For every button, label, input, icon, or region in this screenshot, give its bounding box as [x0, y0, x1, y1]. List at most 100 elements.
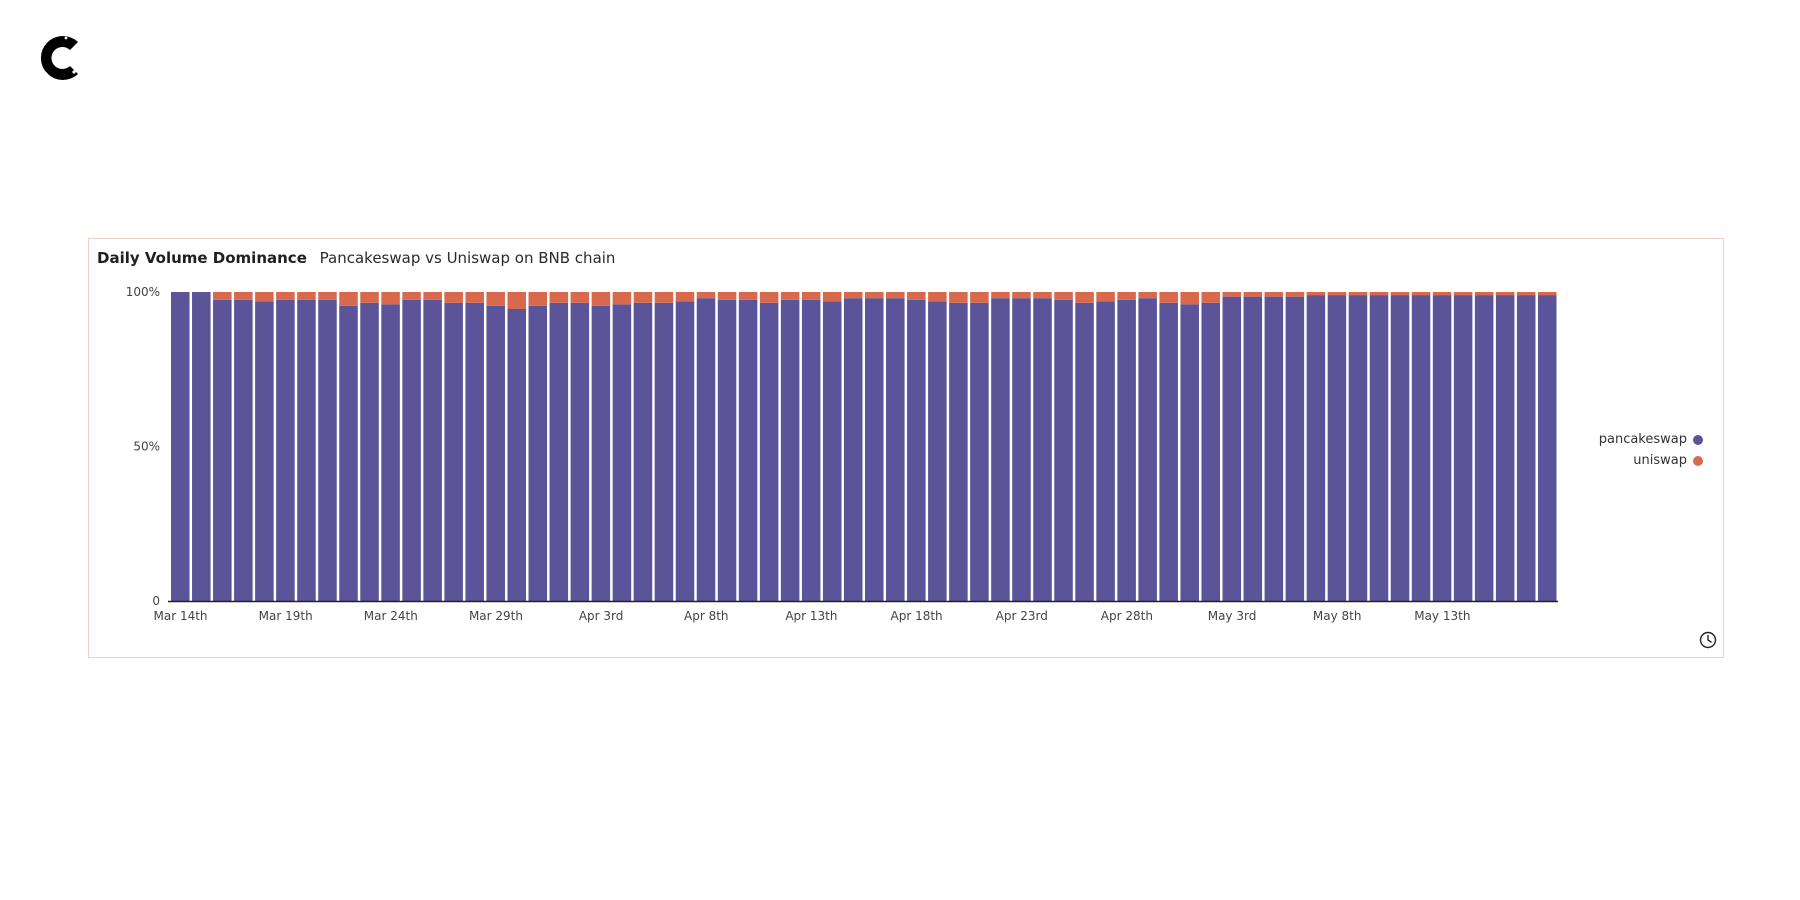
bar-uniswap [801, 292, 821, 300]
chart-title: Daily Volume Dominance [97, 249, 307, 267]
bar-uniswap [528, 292, 548, 306]
y-tick-label: 100% [126, 285, 160, 299]
bar-uniswap [1537, 292, 1557, 296]
legend-item-uniswap[interactable]: uniswap [1599, 450, 1703, 471]
bar-uniswap [780, 292, 800, 300]
bar-pancakeswap [1243, 296, 1263, 601]
bar-uniswap [1075, 292, 1094, 303]
bar-uniswap [1348, 292, 1368, 296]
bar-pancakeswap [1537, 295, 1557, 601]
bar-uniswap [1180, 292, 1199, 305]
bar-uniswap [822, 292, 842, 302]
bar-uniswap [423, 292, 442, 300]
bar-pancakeswap [843, 298, 863, 601]
bar-pancakeswap [738, 299, 758, 601]
bar-pancakeswap [1390, 295, 1410, 601]
bar-pancakeswap [1495, 295, 1515, 601]
legend-label: pancakeswap [1598, 432, 1687, 447]
chart-card: Daily Volume Dominance Pancakeswap vs Un… [88, 238, 1724, 658]
bar-pancakeswap [1516, 295, 1536, 601]
bar-pancakeswap [1369, 295, 1389, 601]
bar-pancakeswap [234, 299, 253, 601]
bar-pancakeswap [759, 302, 779, 601]
clock-icon[interactable] [1699, 631, 1717, 649]
bar-pancakeswap [297, 299, 316, 601]
bar-uniswap [1306, 292, 1326, 296]
bar-pancakeswap [612, 304, 632, 601]
chart-header: Daily Volume Dominance Pancakeswap vs Un… [97, 249, 615, 267]
bar-uniswap [591, 292, 611, 306]
x-tick-label: May 8th [1313, 609, 1362, 623]
bar-pancakeswap [1285, 296, 1305, 601]
bar-uniswap [1012, 292, 1031, 299]
bar-pancakeswap [318, 299, 337, 601]
bar-pancakeswap [339, 305, 358, 601]
bar-uniswap [486, 292, 505, 306]
chart-legend: pancakeswap uniswap [1599, 429, 1703, 471]
bar-uniswap [1054, 292, 1073, 300]
bar-pancakeswap [276, 299, 295, 601]
bar-uniswap [1201, 292, 1221, 303]
bar-pancakeswap [528, 305, 548, 601]
bar-uniswap [991, 292, 1010, 299]
bar-uniswap [928, 292, 947, 302]
bar-uniswap [318, 292, 337, 300]
brand-logo-icon[interactable] [30, 28, 90, 88]
bar-uniswap [970, 292, 989, 303]
bar-uniswap [759, 292, 779, 303]
bar-uniswap [1285, 292, 1305, 297]
bar-uniswap [738, 292, 758, 300]
x-tick-label: Mar 19th [259, 609, 313, 623]
bar-pancakeswap [1222, 296, 1242, 601]
bar-uniswap [507, 292, 527, 309]
bar-uniswap [276, 292, 295, 300]
bar-pancakeswap [1201, 302, 1221, 601]
bar-uniswap [675, 292, 695, 302]
bar-pancakeswap [465, 302, 484, 601]
bar-uniswap [1432, 292, 1452, 296]
bar-pancakeswap [991, 298, 1010, 601]
bar-uniswap [1327, 292, 1347, 296]
x-tick-label: Mar 14th [153, 609, 207, 623]
bar-pancakeswap [1075, 302, 1094, 601]
x-tick-label: Mar 24th [364, 609, 418, 623]
bar-pancakeswap [675, 301, 695, 601]
bar-pancakeswap [717, 299, 737, 601]
bar-uniswap [843, 292, 863, 299]
bar-uniswap [1033, 292, 1052, 299]
bar-pancakeswap [591, 305, 611, 601]
bar-pancakeswap [423, 299, 442, 601]
bar-pancakeswap [1306, 295, 1326, 601]
bar-pancakeswap [696, 298, 716, 601]
bar-uniswap [234, 292, 253, 300]
bar-uniswap [570, 292, 590, 303]
bar-pancakeswap [1054, 299, 1073, 601]
bar-uniswap [1117, 292, 1136, 300]
bar-uniswap [696, 292, 716, 299]
bar-pancakeswap [1180, 304, 1199, 601]
bar-pancakeswap [633, 302, 653, 601]
legend-item-pancakeswap[interactable]: pancakeswap [1599, 429, 1703, 450]
bar-pancakeswap [1327, 295, 1347, 601]
bar-pancakeswap [1453, 295, 1473, 601]
bar-uniswap [1474, 292, 1494, 296]
bar-uniswap [1453, 292, 1473, 296]
bar-pancakeswap [444, 302, 463, 601]
bar-pancakeswap [1117, 299, 1136, 601]
bar-pancakeswap [549, 302, 569, 601]
bar-uniswap [1243, 292, 1263, 297]
x-tick-label: May 3rd [1208, 609, 1257, 623]
bar-pancakeswap [928, 301, 947, 601]
legend-dot-icon [1693, 455, 1703, 466]
bar-pancakeswap [654, 302, 674, 601]
bar-pancakeswap [402, 299, 421, 601]
bar-uniswap [1411, 292, 1431, 296]
chart-subtitle: Pancakeswap vs Uniswap on BNB chain [319, 249, 616, 267]
bar-pancakeswap [1432, 295, 1452, 601]
bar-pancakeswap [570, 302, 590, 601]
bar-pancakeswap [780, 299, 800, 601]
bar-uniswap [1159, 292, 1178, 303]
bar-uniswap [381, 292, 400, 305]
bar-uniswap [1390, 292, 1410, 296]
